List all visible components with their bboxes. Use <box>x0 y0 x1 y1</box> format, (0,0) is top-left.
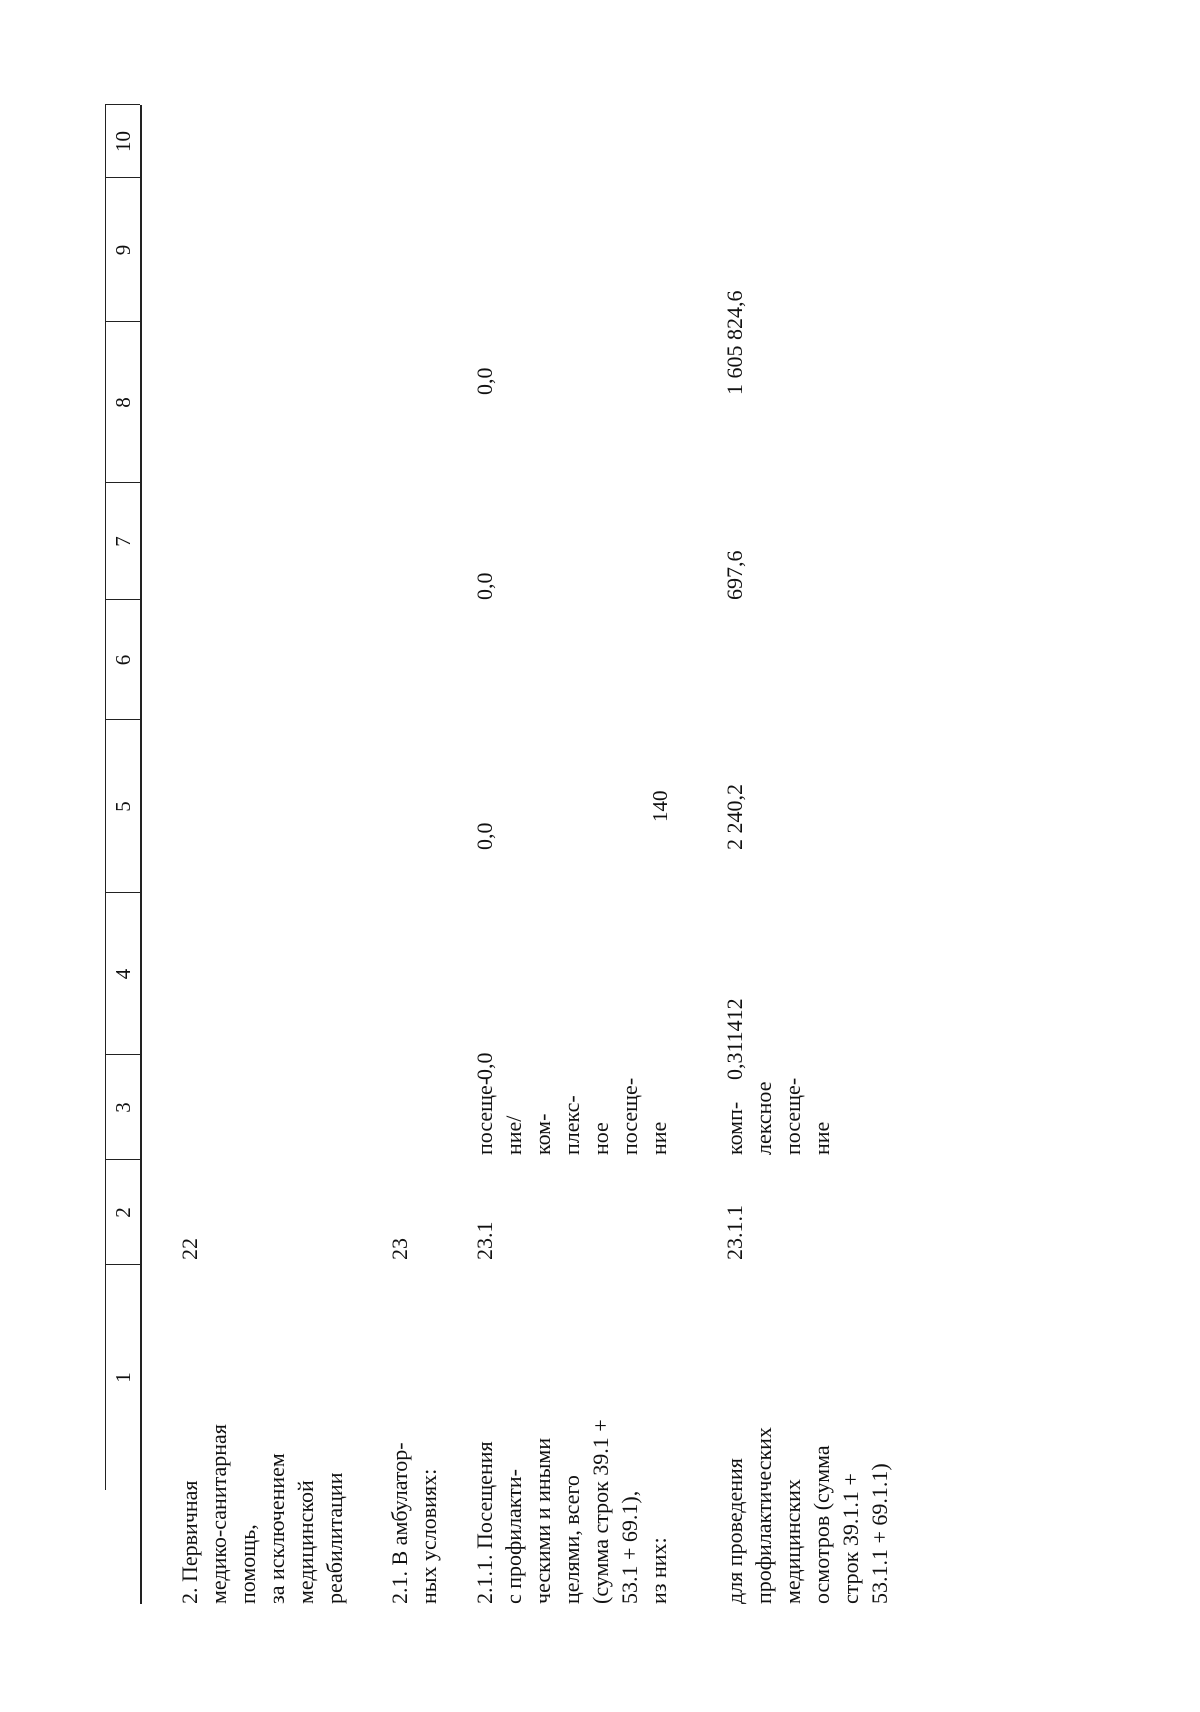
column-divider <box>105 482 140 483</box>
cell-value: посеще- ние/ ком- плекс- ное посеще- ние <box>472 1077 671 1155</box>
column-divider <box>105 177 140 178</box>
cell-value: 0,0 <box>472 822 497 851</box>
column-number: 2 <box>111 1207 135 1218</box>
column-number: 7 <box>111 536 135 547</box>
column-divider <box>105 321 140 322</box>
cell-value: комп- лексное посеще- ние <box>722 1077 834 1155</box>
cell-value: 0,311412 <box>722 998 747 1080</box>
row-label: 2.1.1. Посещения с профилакти- ческими и… <box>472 1419 671 1604</box>
column-number: 9 <box>111 244 135 256</box>
column-divider <box>105 1054 140 1055</box>
column-divider <box>105 1159 140 1160</box>
column-number: 1 <box>111 1372 135 1383</box>
column-divider <box>105 104 140 105</box>
table-top-border <box>105 105 106 1490</box>
column-divider <box>105 1264 140 1265</box>
cell-value: 0,0 <box>472 367 497 396</box>
cell-value: 0,0 <box>472 572 497 601</box>
column-number: 8 <box>111 397 135 408</box>
cell-value: 23 <box>387 1238 412 1260</box>
cell-value: 2 240,2 <box>722 784 747 850</box>
column-divider <box>105 719 140 720</box>
row-label: 2. Первичная медико-санитарная помощь, з… <box>177 1424 347 1604</box>
cell-value: 0,0 <box>472 1052 497 1081</box>
header-bottom-border <box>140 105 142 1604</box>
cell-value: 697,6 <box>722 550 747 601</box>
column-divider <box>105 599 140 600</box>
cell-value: 23.1.1 <box>722 1205 747 1260</box>
column-number: 3 <box>111 1102 135 1113</box>
cell-value: 22 <box>177 1238 202 1260</box>
row-label: 2.1. В амбулатор- ных условиях: <box>387 1442 441 1604</box>
column-number: 4 <box>111 968 135 980</box>
cell-value: 1 605 824,6 <box>722 290 747 396</box>
page-number: 140 <box>648 790 672 823</box>
column-number: 6 <box>111 654 135 666</box>
cell-value: 23.1 <box>472 1221 497 1261</box>
column-divider <box>105 892 140 893</box>
row-label: для проведения профилактических медицинс… <box>722 1427 892 1604</box>
column-number: 5 <box>111 801 135 812</box>
column-number: 10 <box>111 131 135 152</box>
